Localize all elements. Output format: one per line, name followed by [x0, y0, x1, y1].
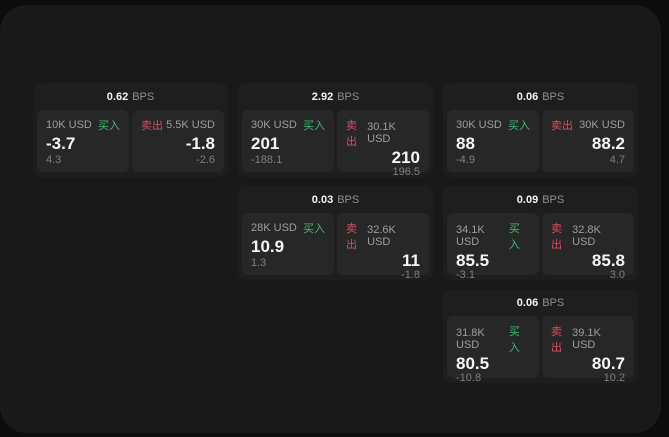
quote-panels: 30K USD 买入 88 -4.9 卖出 30K USD 88.2 4.7	[443, 110, 638, 172]
quote-card: 0.03 BPS 28K USD 买入 10.9 1.3 卖出 32.6K US…	[238, 186, 433, 280]
card-header: 0.06 BPS	[443, 83, 638, 110]
buy-amount: 30K USD	[456, 119, 502, 131]
sell-tile[interactable]: 卖出 30K USD 88.2 4.7	[542, 110, 634, 172]
buy-tile[interactable]: 34.1K USD 买入 85.5 -3.1	[447, 213, 539, 280]
buy-price: -3.7	[46, 134, 76, 153]
quote-panels: 31.8K USD 买入 80.5 -10.8 卖出 39.1K USD 80.…	[443, 316, 638, 383]
buy-side-label: 买入	[508, 223, 520, 251]
bps-value: 2.92	[311, 90, 334, 103]
sell-tile[interactable]: 卖出 30.1K USD 210 196.5	[337, 110, 429, 177]
buy-tile[interactable]: 28K USD 买入 10.9 1.3	[242, 213, 334, 275]
sell-side-label: 卖出	[141, 120, 163, 132]
bps-value: 0.06	[516, 296, 539, 309]
bps-unit-label: BPS	[542, 193, 565, 206]
sell-amount: 39.1K USD	[572, 327, 601, 351]
buy-delta: 1.3	[251, 257, 267, 269]
buy-tile[interactable]: 30K USD 买入 88 -4.9	[447, 110, 539, 172]
quote-panels: 30K USD 买入 201 -188.1 卖出 30.1K USD 210 1…	[238, 110, 433, 177]
bps-unit-label: BPS	[542, 90, 565, 103]
sell-price: 88.2	[591, 134, 625, 153]
sell-amount: 30K USD	[579, 119, 625, 131]
card-header: 0.62 BPS	[33, 83, 228, 110]
quote-panels: 28K USD 买入 10.9 1.3 卖出 32.6K USD 11 -1.8	[238, 213, 433, 280]
card-header: 2.92 BPS	[238, 83, 433, 110]
buy-delta: 4.3	[46, 154, 62, 166]
sell-delta: 196.5	[392, 166, 420, 177]
sell-delta: 4.7	[609, 154, 625, 166]
card-header: 0.09 BPS	[443, 186, 638, 213]
buy-delta: -10.8	[456, 372, 482, 383]
sell-price: 80.7	[591, 354, 625, 373]
sell-delta: -1.8	[401, 269, 420, 280]
card-header: 0.03 BPS	[238, 186, 433, 213]
card-header: 0.06 BPS	[443, 289, 638, 316]
quote-card: 0.62 BPS 10K USD 买入 -3.7 4.3 卖出 5.5K USD…	[33, 83, 228, 177]
buy-price: 88	[456, 134, 475, 153]
bps-value: 0.62	[106, 90, 129, 103]
buy-side-label: 买入	[303, 120, 325, 132]
sell-side-label: 卖出	[551, 223, 562, 251]
quote-card: 0.06 BPS 31.8K USD 买入 80.5 -10.8 卖出 39.1…	[443, 289, 638, 383]
buy-amount: 31.8K USD	[456, 327, 485, 351]
sell-delta: 3.0	[609, 269, 625, 280]
sell-tile[interactable]: 卖出 5.5K USD -1.8 -2.6	[132, 110, 224, 172]
buy-side-label: 买入	[508, 326, 520, 354]
bps-value: 0.06	[516, 90, 539, 103]
sell-tile[interactable]: 卖出 32.6K USD 11 -1.8	[337, 213, 429, 280]
buy-amount: 28K USD	[251, 222, 297, 234]
sell-delta: 10.2	[603, 372, 625, 383]
bps-unit-label: BPS	[542, 296, 565, 309]
buy-amount: 34.1K USD	[456, 224, 485, 248]
sell-side-label: 卖出	[346, 223, 357, 251]
buy-delta: -3.1	[456, 269, 475, 280]
sell-side-label: 卖出	[346, 120, 357, 148]
sell-amount: 30.1K USD	[367, 121, 396, 145]
buy-side-label: 买入	[303, 223, 325, 235]
bps-value: 0.03	[311, 193, 334, 206]
bps-value: 0.09	[516, 193, 539, 206]
sell-price: 210	[391, 148, 420, 167]
buy-tile[interactable]: 30K USD 买入 201 -188.1	[242, 110, 334, 172]
quote-card: 0.06 BPS 30K USD 买入 88 -4.9 卖出 30K USD 8…	[443, 83, 638, 177]
bps-unit-label: BPS	[337, 193, 360, 206]
sell-delta: -2.6	[196, 154, 215, 166]
sell-price: 85.8	[591, 251, 625, 270]
sell-tile[interactable]: 卖出 39.1K USD 80.7 10.2	[542, 316, 634, 383]
quote-panels: 10K USD 买入 -3.7 4.3 卖出 5.5K USD -1.8 -2.…	[33, 110, 228, 172]
buy-tile[interactable]: 10K USD 买入 -3.7 4.3	[37, 110, 129, 172]
quote-card: 2.92 BPS 30K USD 买入 201 -188.1 卖出 30.1K …	[238, 83, 433, 177]
bps-unit-label: BPS	[132, 90, 155, 103]
buy-price: 201	[251, 134, 280, 153]
sell-price: 11	[402, 251, 420, 270]
buy-price: 80.5	[456, 354, 490, 373]
buy-side-label: 买入	[98, 120, 120, 132]
buy-delta: -188.1	[251, 154, 283, 166]
app-window: 0.62 BPS 10K USD 买入 -3.7 4.3 卖出 5.5K USD…	[0, 5, 661, 433]
sell-amount: 5.5K USD	[166, 119, 215, 131]
quote-panels: 34.1K USD 买入 85.5 -3.1 卖出 32.8K USD 85.8…	[443, 213, 638, 280]
sell-side-label: 卖出	[551, 326, 562, 354]
buy-price: 85.5	[456, 251, 490, 270]
quote-card: 0.09 BPS 34.1K USD 买入 85.5 -3.1 卖出 32.8K…	[443, 186, 638, 280]
sell-amount: 32.6K USD	[367, 224, 396, 248]
sell-tile[interactable]: 卖出 32.8K USD 85.8 3.0	[542, 213, 634, 280]
sell-side-label: 卖出	[551, 120, 573, 132]
sell-amount: 32.8K USD	[572, 224, 601, 248]
buy-amount: 30K USD	[251, 119, 297, 131]
buy-tile[interactable]: 31.8K USD 买入 80.5 -10.8	[447, 316, 539, 383]
buy-delta: -4.9	[456, 154, 475, 166]
sell-price: -1.8	[185, 134, 215, 153]
buy-price: 10.9	[251, 237, 285, 256]
buy-side-label: 买入	[508, 120, 530, 132]
bps-unit-label: BPS	[337, 90, 360, 103]
buy-amount: 10K USD	[46, 119, 92, 131]
